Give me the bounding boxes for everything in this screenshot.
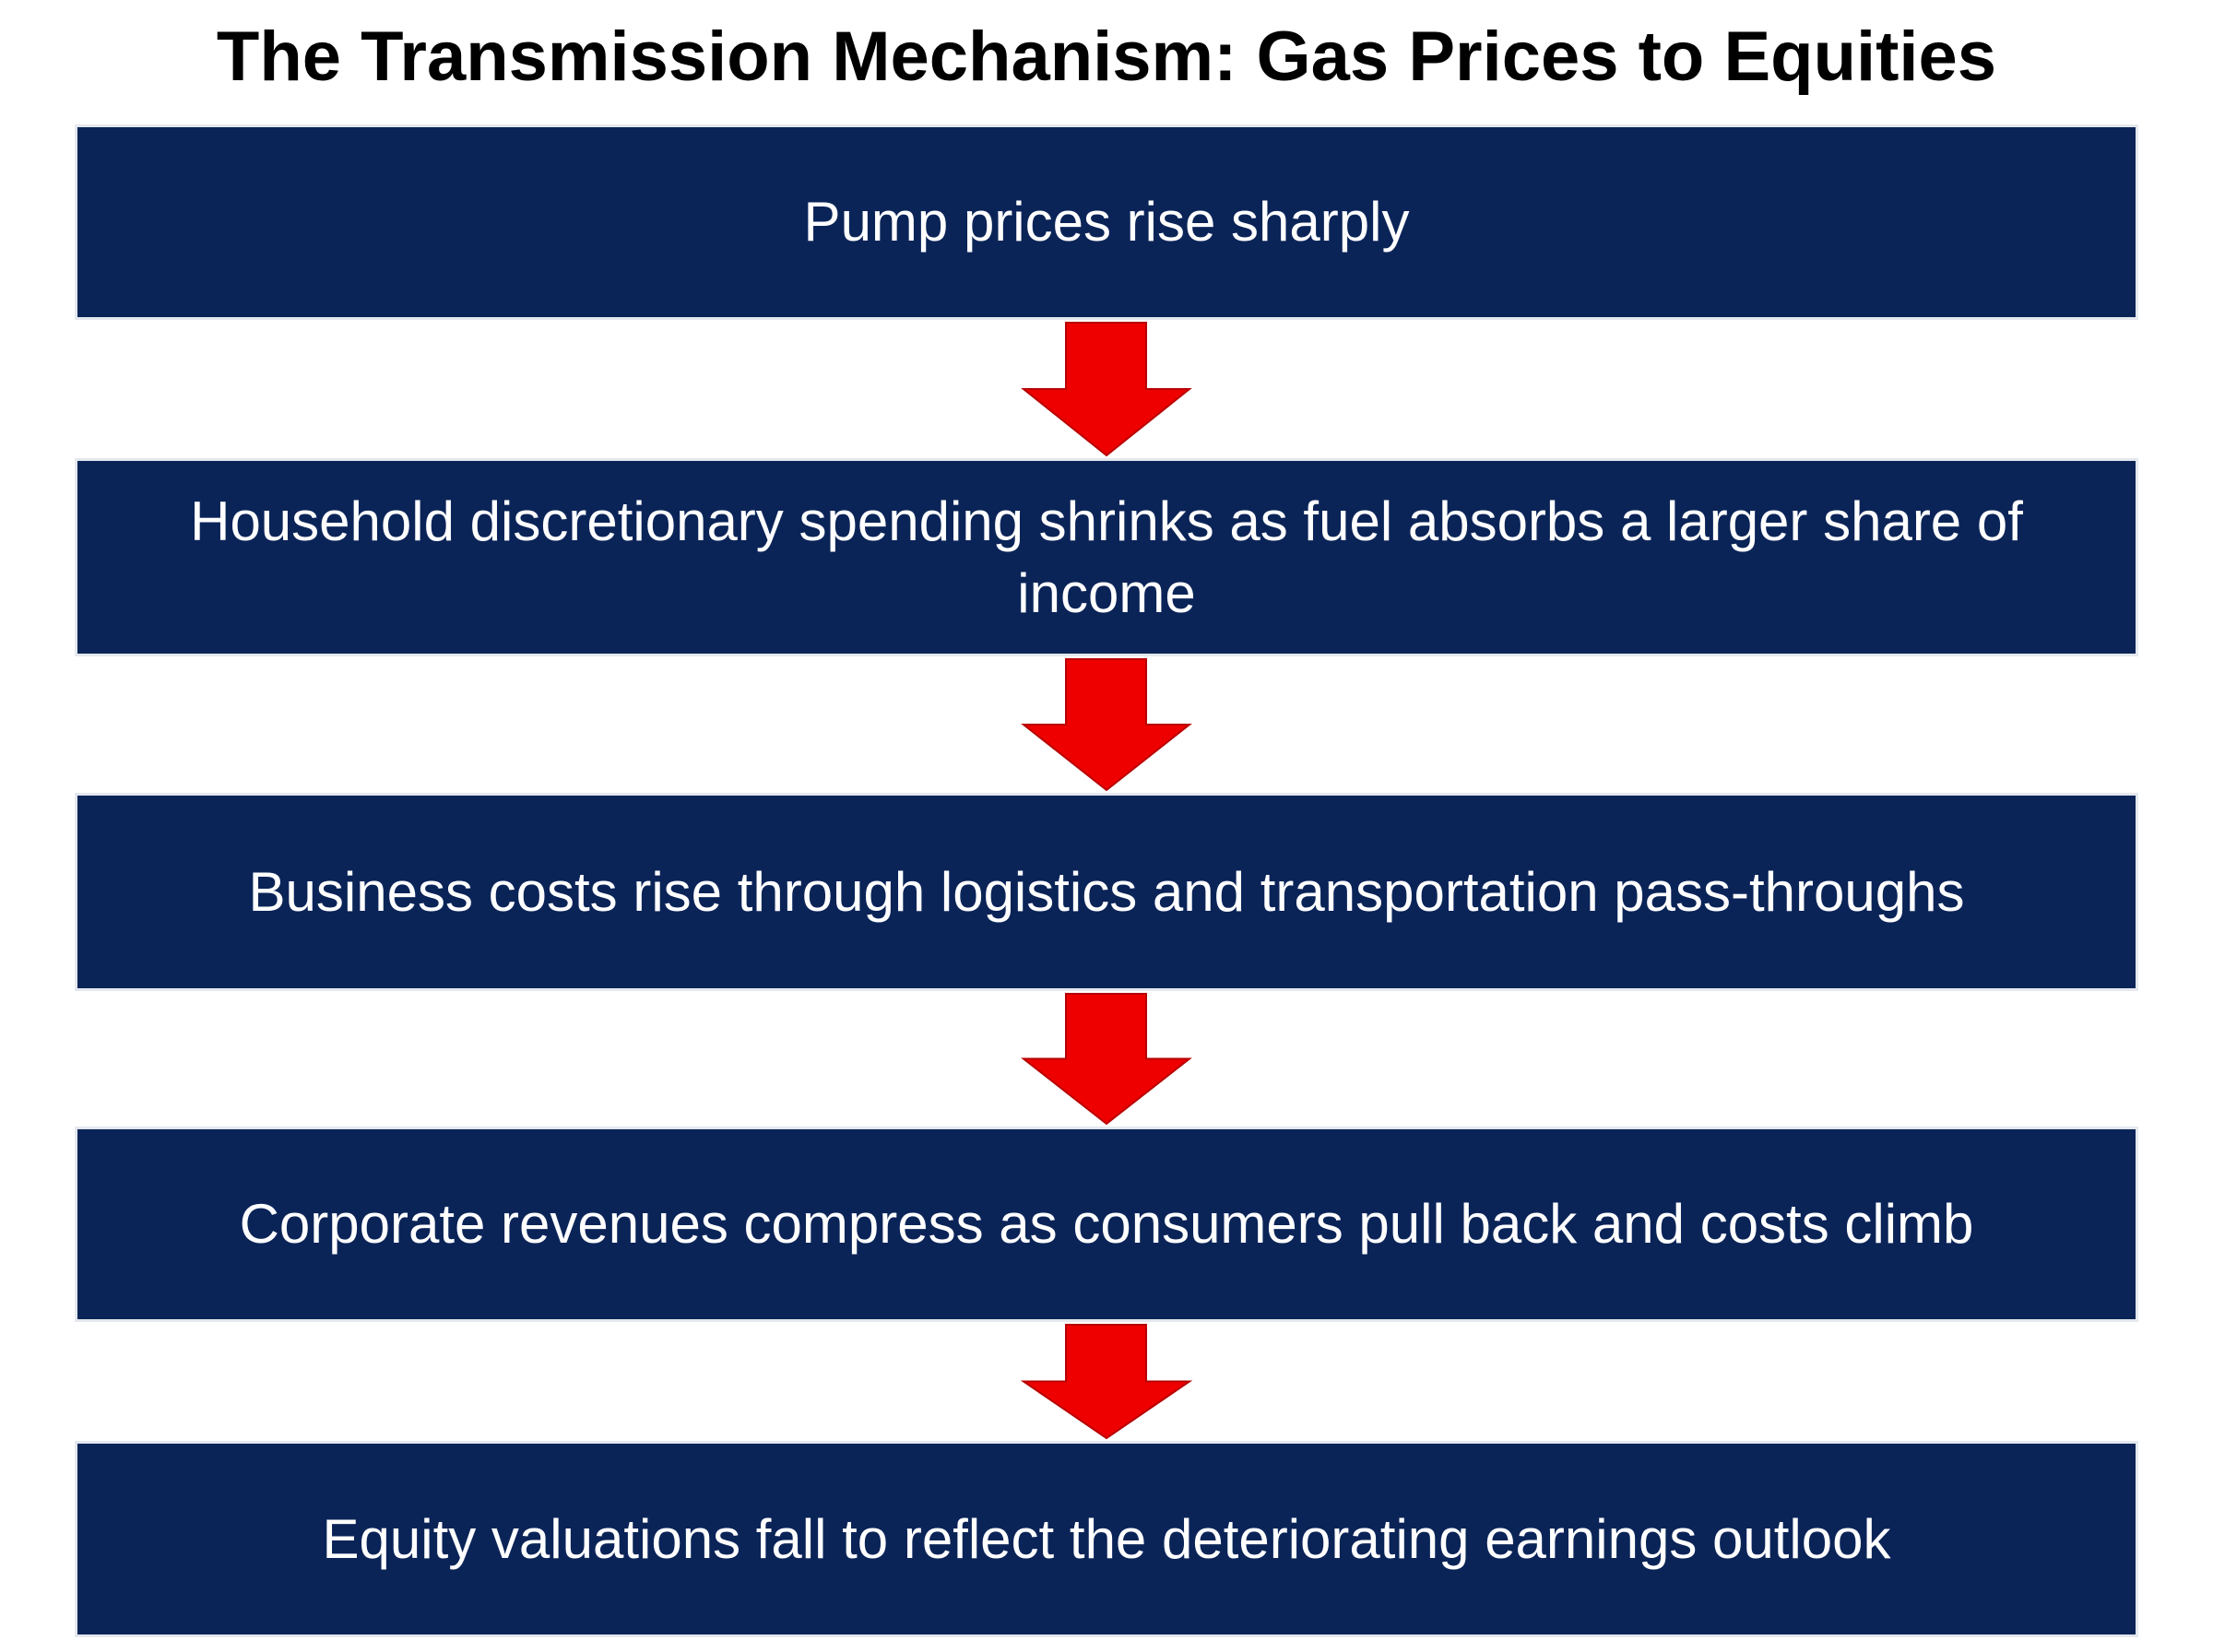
step-box: Business costs rise through logistics an…	[75, 793, 2138, 991]
step-box: Corporate revenues compress as consumers…	[75, 1127, 2138, 1322]
step-box: Pump prices rise sharply	[75, 124, 2138, 320]
arrow	[1021, 658, 1192, 792]
step-box: Household discretionary spending shrinks…	[75, 458, 2138, 656]
title: The Transmission Mechanism: Gas Prices t…	[216, 18, 1997, 96]
arrow	[1020, 1324, 1193, 1440]
arrow	[1021, 322, 1192, 457]
step-box: Equity valuations fall to reflect the de…	[75, 1441, 2138, 1637]
arrow	[1021, 993, 1192, 1126]
